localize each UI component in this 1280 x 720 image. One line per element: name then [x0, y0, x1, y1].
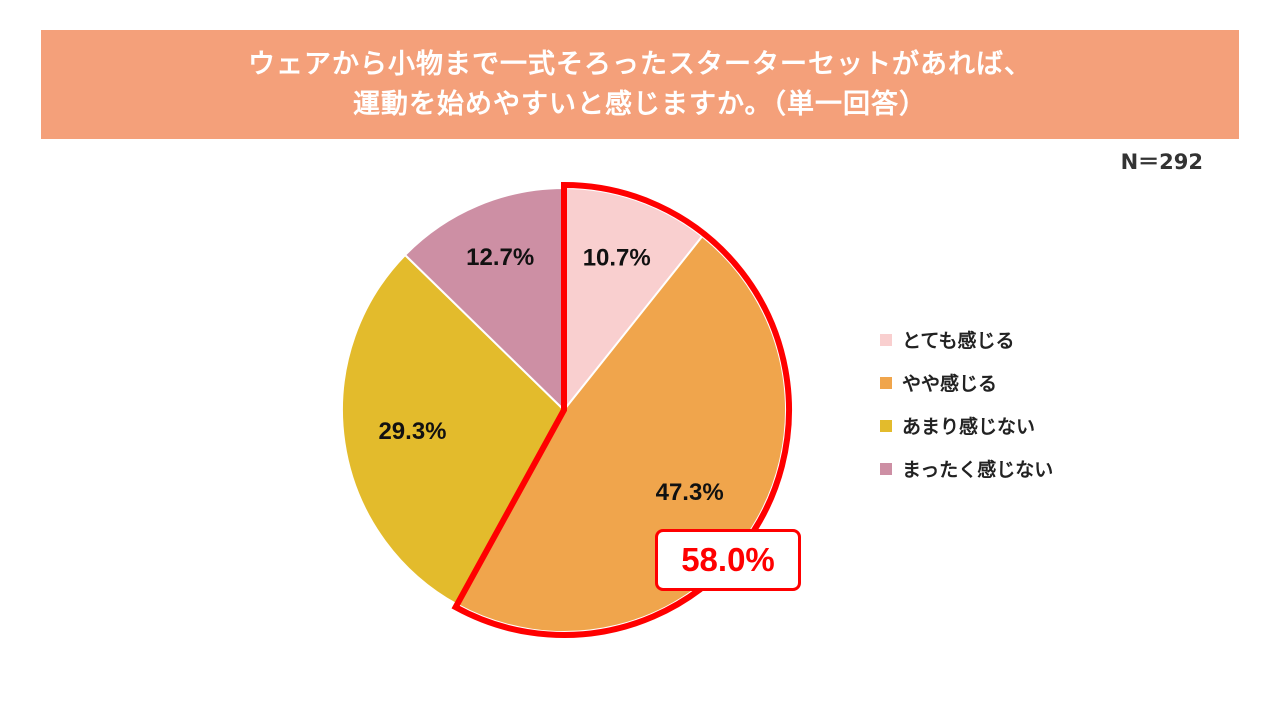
sample-size-label: N＝292 [1120, 150, 1203, 174]
chart-title-line-1: ウェアから小物まで一式そろったスターターセットがあれば、 [248, 48, 1032, 80]
chart-legend: とても感じる やや感じるあまり感じない まったく感じない [880, 318, 1053, 490]
legend-label: あまり感じない [902, 416, 1036, 438]
legend-swatch [880, 419, 892, 432]
legend-swatch [880, 462, 892, 475]
legend-swatch [880, 376, 892, 389]
pie-slice [341, 253, 566, 606]
pie-slice [563, 186, 704, 413]
slice-value-label: 12.7% [466, 244, 534, 271]
legend-label: とても感じる [902, 330, 1015, 352]
pie-slice [403, 186, 565, 413]
legend-label: まったく感じない [902, 459, 1054, 481]
legend-item: とても感じる [880, 318, 1053, 361]
legend-item: やや感じる [880, 361, 1053, 404]
legend-swatch [880, 333, 892, 346]
legend-item: あまり感じない [880, 404, 1053, 447]
title-banner: ウェアから小物まで一式そろったスターターセットがあれば、 運動を始めやすいと感じ… [41, 30, 1239, 139]
combined-percentage-callout: 58.0% [655, 529, 801, 591]
chart-title-line-2: 運動を始めやすいと感じますか。（単一回答） [353, 88, 927, 120]
slice-value-label: 47.3% [656, 479, 724, 506]
highlight-outline [451, 181, 792, 638]
slice-value-label: 10.7% [583, 244, 651, 271]
legend-label: やや感じる [902, 373, 998, 395]
legend-item: まったく感じない [880, 447, 1053, 490]
slice-value-label: 29.3% [378, 418, 446, 445]
